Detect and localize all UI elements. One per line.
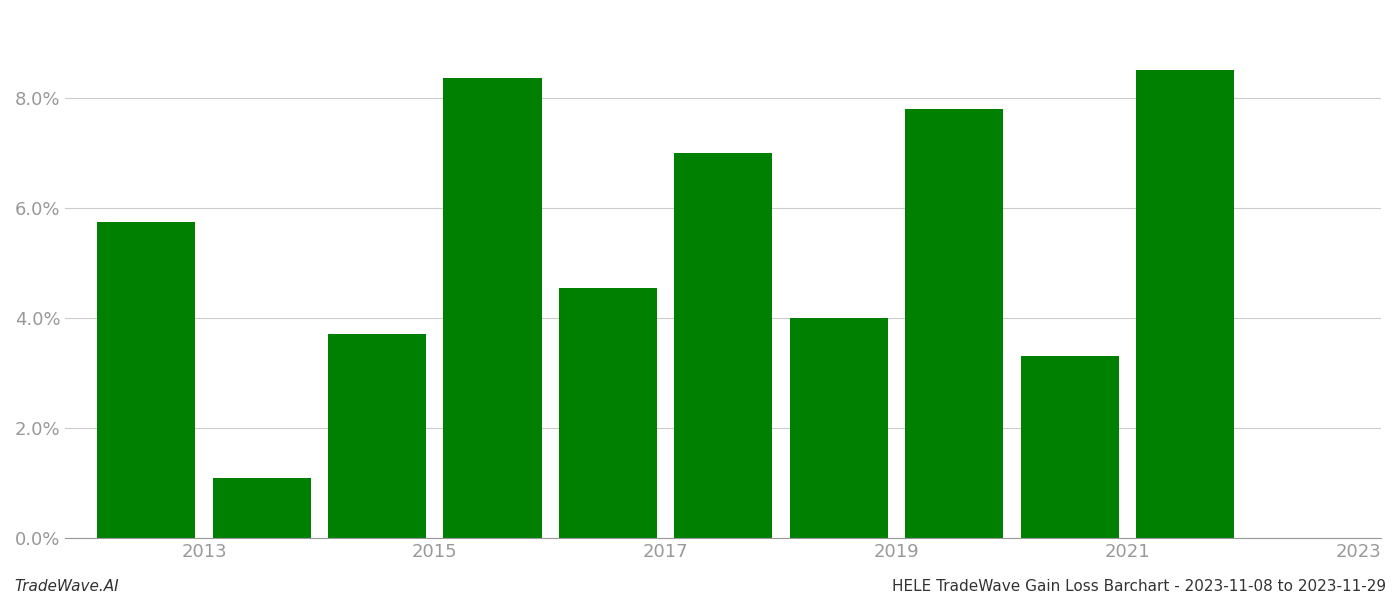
Text: HELE TradeWave Gain Loss Barchart - 2023-11-08 to 2023-11-29: HELE TradeWave Gain Loss Barchart - 2023… [892, 579, 1386, 594]
Bar [904, 109, 1004, 538]
Bar [675, 152, 773, 538]
Bar [1021, 356, 1119, 538]
Bar [444, 79, 542, 538]
Bar [1135, 70, 1233, 538]
Bar [790, 318, 888, 538]
Text: TradeWave.AI: TradeWave.AI [14, 579, 119, 594]
Bar [559, 287, 657, 538]
Bar [97, 221, 196, 538]
Bar [213, 478, 311, 538]
Bar [328, 334, 426, 538]
